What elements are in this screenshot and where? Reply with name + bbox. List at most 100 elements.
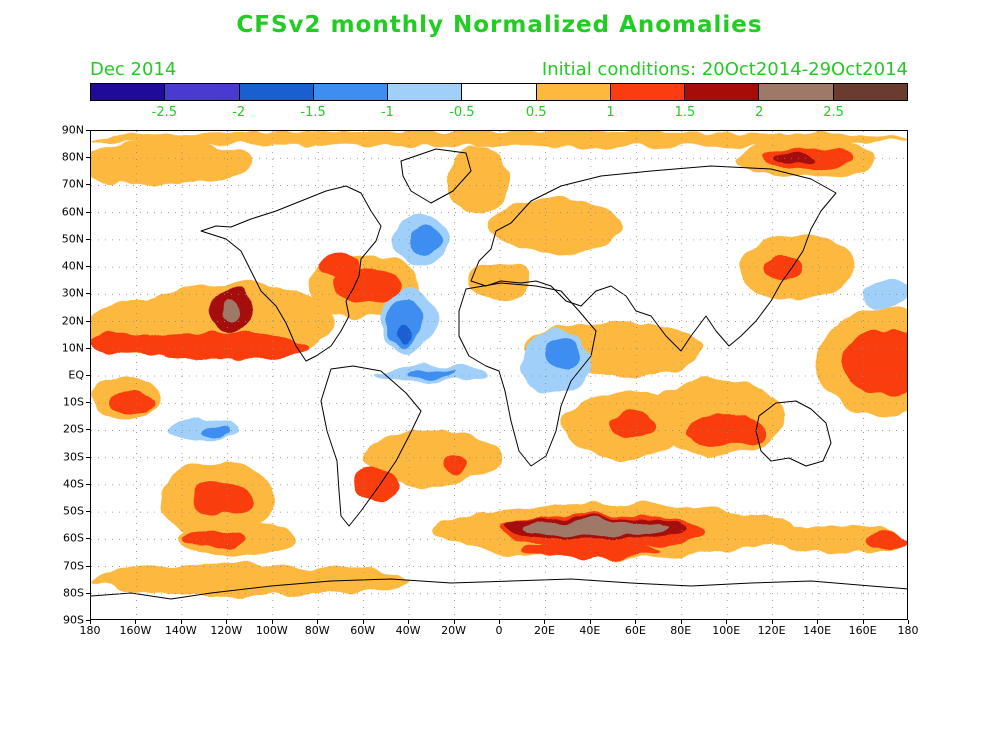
positive-anomaly-region [686,414,769,447]
latitude-tick [86,511,90,513]
negative-anomaly-region [395,324,414,347]
latitude-tick [86,483,90,485]
longitude-label: 100W [255,624,288,637]
latitude-label: 20N [61,314,84,328]
legend-swatch [685,84,760,100]
longitude-tick [908,620,909,624]
latitude-label: 90S [63,613,84,627]
positive-anomaly-region [109,392,155,415]
longitude-tick [135,620,137,624]
latitude-label: 80N [61,150,84,164]
longitude-tick [271,620,273,624]
legend-label: 2.5 [823,105,844,120]
negative-anomaly-region [202,427,230,439]
longitude-label: 100E [712,624,741,637]
positive-anomaly-region [91,131,907,148]
legend-label: -2 [232,105,246,120]
latitude-tick [86,320,90,322]
coast-africa [458,282,597,467]
latitude-tick [86,293,90,295]
positive-anomaly-region [522,542,660,559]
positive-anomaly-region [193,482,253,515]
latitude-tick [86,429,90,431]
legend-label: -0.5 [449,105,475,120]
latitude-label: 50S [63,504,84,518]
latitude-tick [86,538,90,540]
color-legend [90,83,908,101]
positive-anomaly-region [220,299,239,322]
latitude-label: 70N [61,177,84,191]
latitude-label: 70S [63,559,84,573]
legend-swatch [833,84,907,100]
latitude-label: 30N [61,286,84,300]
longitude-label: 60W [350,624,376,637]
initial-conditions: Initial conditions: 20Oct2014-29Oct2014 [541,59,908,80]
map-frame [90,130,908,620]
legend-label: -2.5 [151,105,178,120]
coast-eurasia [470,165,837,352]
latitude-label: 60S [63,531,84,545]
positive-anomaly-region [125,332,307,360]
longitude-label: 160E [848,624,877,637]
longitude-tick [544,620,546,624]
positive-anomaly-region [91,563,410,597]
latitude-label: 10S [63,395,84,409]
longitude-label: 120W [210,624,243,637]
longitude-tick [453,620,455,624]
legend-label: 0.5 [525,105,547,120]
positive-anomaly-region [363,430,500,485]
positive-anomaly-region [863,531,907,548]
graticule [91,131,907,619]
longitude-label: 0 [495,624,503,637]
negative-anomaly-region [409,369,455,378]
negative-anomaly-region [863,280,907,308]
longitude-label: 40E [579,624,601,637]
positive-anomaly-region [488,199,625,254]
positive-anomaly-region [352,468,398,502]
coast-australia [755,400,832,467]
longitude-tick [680,620,682,624]
legend-swatch [91,84,166,100]
longitude-tick [408,620,410,624]
latitude-label: 40N [61,259,84,273]
legend-label: 2 [755,105,764,120]
latitude-tick [86,184,90,186]
forecast-month: Dec 2014 [90,59,177,80]
positive-anomaly-region [772,152,819,164]
longitude-tick [817,620,819,624]
legend-swatch [388,84,463,100]
longitude-tick [635,620,637,624]
legend-swatch [759,84,834,100]
latitude-label: 60N [61,205,84,219]
longitude-tick [499,620,500,624]
latitude-tick [86,402,90,404]
positive-anomaly-region [320,253,362,281]
coast-greenland [400,148,472,204]
positive-anomaly-region [440,452,469,474]
latitude-label: 80S [63,586,84,600]
latitude-tick [86,375,90,376]
longitude-label: 40W [395,624,421,637]
coast-north-america [200,185,382,362]
latitude-label: 30S [63,450,84,464]
longitude-label: 180 [897,624,919,637]
latitude-label: EQ [68,368,84,382]
legend-label: -1 [380,105,394,120]
legend-swatch [610,84,686,100]
legend-swatch [313,84,389,100]
coast-antarctica [91,578,907,600]
legend-swatch [536,84,611,100]
legend-swatch [239,84,314,100]
latitude-tick [86,456,90,458]
legend-label: 1 [606,105,615,120]
negative-anomaly-region [409,226,441,254]
latitude-label: 40S [63,477,84,491]
negative-anomaly-region [386,299,423,349]
longitude-label: 140E [803,624,832,637]
longitude-label: 160W [119,624,152,637]
latitude-tick [86,266,90,268]
longitude-label: 20W [441,624,466,637]
latitude-tick [86,620,90,621]
anomaly-fields [91,131,907,597]
latitude-tick [86,211,90,213]
